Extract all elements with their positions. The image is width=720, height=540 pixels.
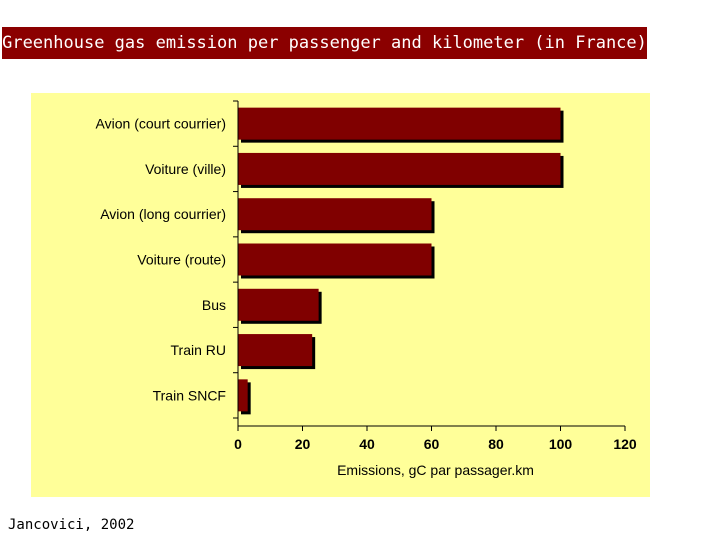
x-tick-label: 20: [295, 436, 311, 452]
bar: [238, 243, 432, 276]
bar: [238, 334, 313, 367]
bar: [238, 107, 561, 140]
source-credit: Jancovici, 2002: [8, 517, 135, 533]
x-tick-label: 120: [613, 436, 637, 452]
category-label: Train SNCF: [153, 387, 226, 403]
category-label: Avion (court courrier): [96, 116, 226, 132]
category-label: Avion (long courrier): [100, 206, 226, 222]
category-label: Voiture (ville): [145, 161, 226, 177]
x-tick-label: 40: [359, 436, 375, 452]
x-tick-label: 80: [488, 436, 504, 452]
bar: [238, 152, 561, 185]
x-axis-label: Emissions, gC par passager.km: [337, 462, 534, 478]
bar: [238, 379, 248, 412]
page-title: Greenhouse gas emission per passenger an…: [2, 27, 647, 59]
x-tick-label: 60: [424, 436, 440, 452]
bar-chart: Avion (court courrier) Voiture (ville) Avi…: [96, 100, 637, 478]
x-tick-label: 100: [549, 436, 573, 452]
category-label: Voiture (route): [137, 252, 226, 268]
category-label: Bus: [202, 297, 226, 313]
bar: [238, 198, 432, 231]
bar: [238, 288, 319, 321]
x-tick-label: 0: [234, 436, 242, 452]
chart-panel: Avion (court courrier) Voiture (ville) Avi…: [31, 93, 650, 497]
category-label: Train RU: [171, 342, 227, 358]
